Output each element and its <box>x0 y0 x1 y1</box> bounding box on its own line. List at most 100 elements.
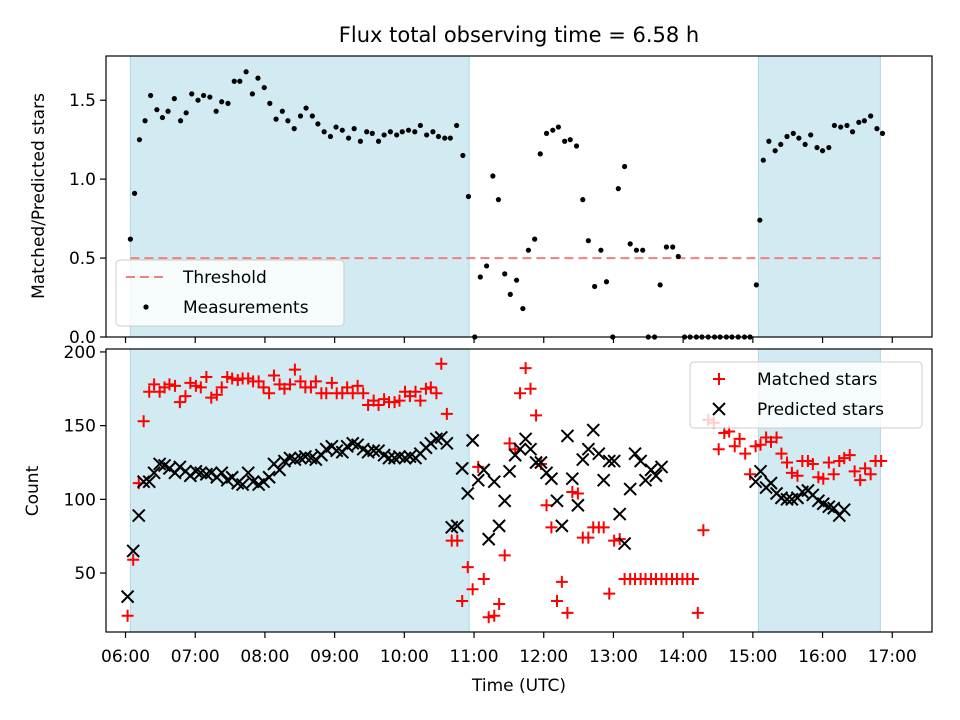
measurement-point <box>394 132 400 138</box>
matched-star-point <box>430 387 443 400</box>
matched-star-point <box>466 583 479 596</box>
measurement-point <box>585 238 591 244</box>
measurement-point <box>442 135 448 141</box>
measurement-point <box>243 69 249 75</box>
bottom-plot-frame <box>105 348 933 633</box>
measurement-point <box>592 283 598 290</box>
matched-star-point <box>739 447 752 460</box>
measurement-point <box>483 263 490 269</box>
matched-star-point <box>393 394 406 407</box>
measurement-point <box>154 107 160 113</box>
measurement-point <box>399 129 405 135</box>
x-tick-label: 07:00 <box>171 647 220 667</box>
measurement-point <box>142 118 148 124</box>
measurement-point <box>603 279 610 285</box>
measurement-point <box>315 121 321 127</box>
top-plot-frame <box>105 55 933 338</box>
predicted-star-point <box>132 508 146 523</box>
matched-star-point <box>143 385 156 398</box>
predicted-star-point <box>136 474 151 489</box>
measurement-point <box>285 118 291 124</box>
matched-star-point <box>451 534 464 547</box>
predicted-star-point <box>822 500 836 514</box>
measurement-point <box>543 130 550 136</box>
measurement-point <box>424 132 430 138</box>
predicted-star-point <box>450 519 465 533</box>
measurement-point <box>861 118 867 124</box>
x-tick-label: 17:00 <box>868 647 917 667</box>
matched-star-point <box>357 387 370 400</box>
measurement-point <box>849 129 856 135</box>
measurement-point <box>778 141 784 148</box>
predicted-star-point <box>215 466 229 480</box>
matched-star-point <box>875 455 888 468</box>
measurement-point <box>874 126 880 132</box>
measurement-point <box>291 126 297 132</box>
measurement-point <box>814 144 820 151</box>
matched-star-point <box>309 375 322 388</box>
measurement-point <box>412 129 418 135</box>
measurement-point <box>279 108 285 114</box>
measurement-point <box>321 129 327 135</box>
predicted-star-point <box>581 442 596 456</box>
matched-star-point <box>608 534 621 547</box>
matched-star-point <box>550 595 563 608</box>
measurement-point <box>183 110 189 116</box>
measurement-point <box>844 122 850 129</box>
measurement-point <box>757 217 763 223</box>
predicted-star-point <box>142 474 156 489</box>
measurement-point <box>136 137 143 143</box>
measurement-point <box>297 113 304 119</box>
y-tick-label-top: 0.0 <box>69 328 96 348</box>
x-tick-label: 06:00 <box>101 647 150 667</box>
predicted-star-point <box>387 451 402 465</box>
predicted-star-point <box>586 423 600 437</box>
measurement-point <box>165 108 171 114</box>
measurement-point <box>159 114 166 121</box>
legend-measurements-swatch <box>143 304 149 310</box>
matched-star-point <box>859 462 872 475</box>
predicted-star-point <box>502 464 517 479</box>
predicted-star-point <box>293 451 308 465</box>
measurement-point <box>670 244 676 250</box>
predicted-star-point <box>550 494 564 508</box>
matched-star-point <box>320 387 333 400</box>
x-tick-label: 14:00 <box>659 647 708 667</box>
x-tick-label: 11:00 <box>450 647 499 667</box>
measurement-point <box>225 100 231 106</box>
measurement-point <box>267 100 273 106</box>
measurement-point <box>309 113 315 119</box>
matched-star-point <box>744 468 757 481</box>
matched-star-point <box>582 531 595 544</box>
x-tick-label: 08:00 <box>240 647 289 667</box>
measurement-point <box>513 277 520 283</box>
top-panel: 0.0 0.5 1.0 1.5 Matched/Predicted stars Thr… <box>29 55 933 348</box>
matched-star-point <box>461 561 474 574</box>
measurement-point <box>573 143 580 149</box>
y-tick-label-bot: 150 <box>64 417 96 437</box>
measurement-point <box>273 116 279 122</box>
measurement-point <box>532 236 538 242</box>
predicted-star-point <box>498 494 512 508</box>
matched-star-point <box>215 381 228 394</box>
matched-star-point <box>424 381 437 394</box>
matched-star-point <box>838 452 851 465</box>
measurement-point <box>417 122 423 129</box>
measurement-point <box>430 129 436 135</box>
matched-star-point <box>864 468 877 481</box>
matched-star-point <box>137 415 150 428</box>
y-tick-label-bot: 200 <box>64 343 96 363</box>
matched-star-point <box>514 387 527 400</box>
y-tick-label-bot: 100 <box>64 490 96 510</box>
predicted-star-point <box>555 519 569 533</box>
chart-title: Flux total observing time = 6.58 h <box>339 23 699 47</box>
measurement-point <box>838 124 844 130</box>
predicted-star-point <box>613 507 627 521</box>
predicted-star-point <box>649 469 663 483</box>
legend-measurements-label: Measurements <box>183 298 309 318</box>
matched-star-point <box>210 388 223 401</box>
matched-star-point <box>775 447 788 460</box>
predicted-star-point <box>633 454 648 468</box>
measurement-point <box>856 119 862 125</box>
measurement-point <box>766 138 772 144</box>
